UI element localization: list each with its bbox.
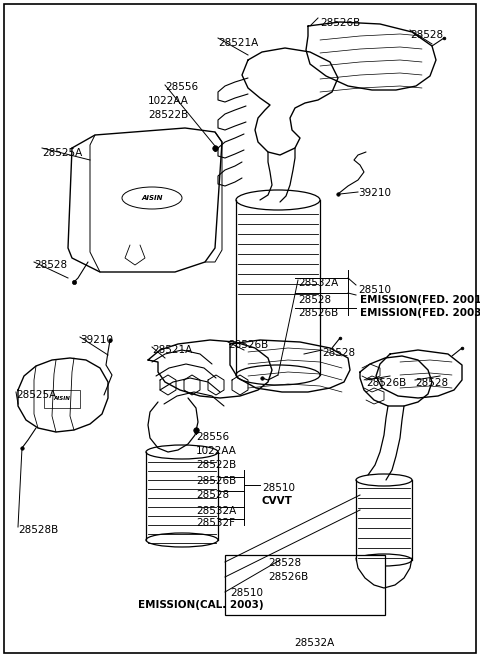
Text: 28528: 28528 bbox=[415, 378, 448, 388]
Text: 28556: 28556 bbox=[196, 432, 229, 442]
Text: 28521A: 28521A bbox=[218, 38, 258, 48]
Text: 28521A: 28521A bbox=[152, 345, 192, 355]
Text: 28522B: 28522B bbox=[196, 460, 236, 470]
Bar bbox=[44, 390, 80, 408]
Text: 28510: 28510 bbox=[358, 285, 391, 295]
Text: 28532A: 28532A bbox=[294, 638, 334, 648]
Ellipse shape bbox=[356, 554, 412, 566]
Ellipse shape bbox=[122, 187, 182, 209]
Text: 28528: 28528 bbox=[322, 348, 355, 358]
Text: 28532A: 28532A bbox=[298, 278, 338, 288]
Text: 28526B: 28526B bbox=[196, 476, 236, 486]
Text: EMISSION(FED. 2003): EMISSION(FED. 2003) bbox=[360, 308, 480, 318]
Text: EMISSION(CAL. 2003): EMISSION(CAL. 2003) bbox=[138, 600, 264, 610]
Ellipse shape bbox=[146, 533, 218, 547]
Text: 28532F: 28532F bbox=[196, 518, 235, 528]
Text: 39210: 39210 bbox=[358, 188, 391, 198]
Text: EMISSION(FED. 2001): EMISSION(FED. 2001) bbox=[360, 295, 480, 305]
Text: 1022AA: 1022AA bbox=[148, 96, 189, 106]
Ellipse shape bbox=[236, 365, 320, 385]
Text: 28526B: 28526B bbox=[320, 18, 360, 28]
Text: 28528: 28528 bbox=[196, 490, 229, 500]
Text: 28532A: 28532A bbox=[196, 506, 236, 516]
Text: 28510: 28510 bbox=[262, 483, 295, 493]
Text: CVVT: CVVT bbox=[262, 496, 293, 506]
Text: AISIN: AISIN bbox=[54, 396, 71, 401]
Text: 28528B: 28528B bbox=[18, 525, 58, 535]
Text: 28510: 28510 bbox=[230, 588, 263, 598]
Ellipse shape bbox=[146, 445, 218, 459]
Text: 28526B: 28526B bbox=[268, 572, 308, 582]
Text: 28528: 28528 bbox=[410, 30, 443, 40]
Text: 28525A: 28525A bbox=[16, 390, 56, 400]
Bar bbox=[225, 555, 385, 615]
Text: 28526B: 28526B bbox=[228, 340, 268, 350]
Ellipse shape bbox=[236, 190, 320, 210]
Text: 28526B: 28526B bbox=[366, 378, 406, 388]
Text: 1022AA: 1022AA bbox=[196, 446, 237, 456]
Ellipse shape bbox=[356, 474, 412, 486]
Text: 28556: 28556 bbox=[165, 82, 198, 92]
Text: 39210: 39210 bbox=[80, 335, 113, 345]
Text: 28526B: 28526B bbox=[298, 308, 338, 318]
Text: 28522B: 28522B bbox=[148, 110, 188, 120]
Text: AISIN: AISIN bbox=[141, 195, 163, 201]
Text: 28528: 28528 bbox=[268, 558, 301, 568]
Text: 28528: 28528 bbox=[298, 295, 331, 305]
Text: 28528: 28528 bbox=[34, 260, 67, 270]
Text: 28525A: 28525A bbox=[42, 148, 82, 158]
